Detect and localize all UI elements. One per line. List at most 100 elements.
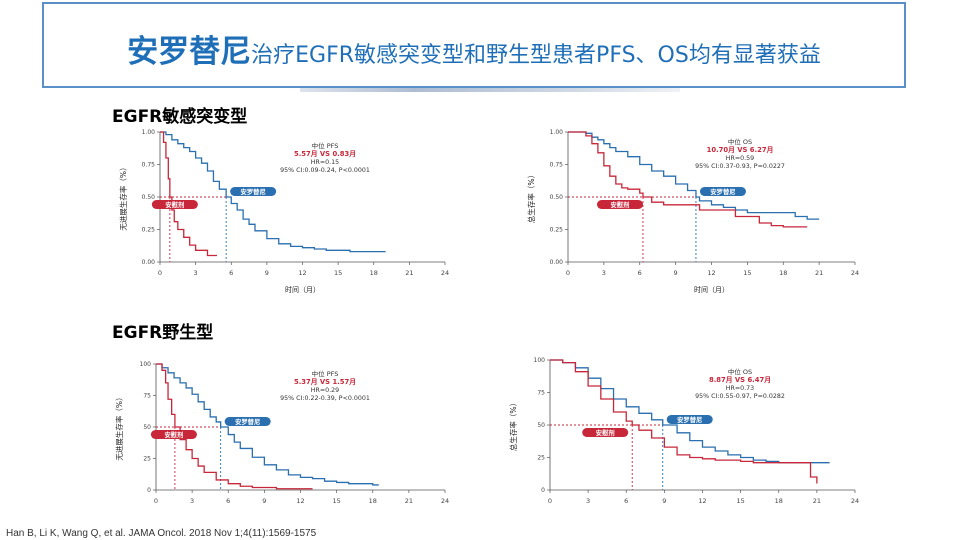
x-tick-label: 0 xyxy=(566,269,570,277)
x-tick-label: 9 xyxy=(265,269,269,277)
x-tick-label: 0 xyxy=(158,269,162,277)
y-tick-label: 50 xyxy=(143,424,151,431)
stat-highlight: 5.57月 VS 0.83月 xyxy=(294,150,356,158)
x-tick-label: 18 xyxy=(370,269,378,277)
series-label-badge xyxy=(596,200,643,209)
series-label: 安罗替尼 xyxy=(235,417,260,426)
stat-line: HR=0.59 xyxy=(726,155,754,162)
x-tick-label: 21 xyxy=(405,497,413,505)
stat-title: 中位 OS xyxy=(728,367,752,376)
y-tick-label: 0.00 xyxy=(142,259,156,266)
stat-title: 中位 PFS xyxy=(312,369,339,378)
title-underline-decoration xyxy=(300,88,680,92)
y-tick-label: 0.25 xyxy=(550,227,564,234)
stat-line: HR=0.29 xyxy=(311,387,339,394)
km-plot-mutant-pfs: 0 3 6 9 12 15 18 21 24 0.00 0.25 0.50 0.75 1.00 无进展生存率… xyxy=(118,129,449,294)
series-label: 安慰剂 xyxy=(596,428,615,437)
km-curve-anlotinib xyxy=(160,131,386,253)
x-tick-label: 9 xyxy=(674,269,678,277)
stat-line: 95% CI:0.55-0.97, P=0.0282 xyxy=(695,393,785,400)
title-subtitle: 治疗EGFR敏感突变型和野生型患者PFS、OS均有显著获益 xyxy=(251,43,821,68)
x-tick-label: 6 xyxy=(624,497,628,505)
series-label: 安慰剂 xyxy=(164,430,183,439)
stat-line: 95% CI:0.22-0.39, P<0.0001 xyxy=(280,395,370,402)
series-label: 安罗替尼 xyxy=(241,187,266,196)
x-tick-label: 24 xyxy=(851,497,859,505)
y-tick-label: 0.50 xyxy=(550,194,564,201)
y-axis-label: 总生存率（%） xyxy=(508,399,518,451)
x-tick-label: 18 xyxy=(779,269,787,277)
x-tick-label: 0 xyxy=(154,497,158,505)
y-tick-label: 75 xyxy=(537,390,545,397)
x-axis-label: 时间（月） xyxy=(285,285,320,294)
km-curve-anlotinib xyxy=(550,359,830,464)
series-label-badge xyxy=(582,428,629,437)
x-tick-label: 3 xyxy=(602,269,606,277)
series-label-badge xyxy=(230,187,277,196)
stat-line: HR=0.15 xyxy=(311,159,339,166)
y-tick-label: 0.75 xyxy=(550,162,564,169)
km-curve-placebo xyxy=(550,359,818,484)
x-tick-label: 6 xyxy=(226,497,230,505)
slide-title-box: 安罗替尼治疗EGFR敏感突变型和野生型患者PFS、OS均有显著获益 xyxy=(42,2,906,88)
x-tick-label: 18 xyxy=(369,497,377,505)
slide-title: 安罗替尼治疗EGFR敏感突变型和野生型患者PFS、OS均有显著获益 xyxy=(44,26,904,71)
section-label-mutant: EGFR敏感突变型 xyxy=(112,107,248,127)
y-axis-label: 总生存率（%） xyxy=(526,171,536,223)
x-tick-label: 24 xyxy=(851,269,859,277)
series-label: 安罗替尼 xyxy=(677,415,702,424)
series-label: 安罗替尼 xyxy=(710,187,735,196)
x-tick-label: 3 xyxy=(190,497,194,505)
y-tick-label: 0.50 xyxy=(142,194,156,201)
series-label-badge xyxy=(150,430,197,439)
x-tick-label: 3 xyxy=(586,497,590,505)
km-curve-anlotinib xyxy=(568,131,820,220)
stat-line: HR=0.73 xyxy=(726,385,754,392)
y-tick-label: 50 xyxy=(537,422,545,429)
series-label-badge xyxy=(224,417,271,426)
citation-reference: Han B, Li K, Wang Q, et al. JAMA Oncol. … xyxy=(6,528,317,539)
x-tick-label: 21 xyxy=(405,269,413,277)
stat-title: 中位 PFS xyxy=(312,141,339,150)
y-axis-label: 无进展生存率（%） xyxy=(114,393,124,460)
x-tick-label: 15 xyxy=(334,269,342,277)
x-tick-label: 12 xyxy=(707,269,715,277)
stat-line: 95% CI:0.37-0.93, P=0.0227 xyxy=(695,163,785,170)
x-tick-label: 12 xyxy=(698,497,706,505)
x-tick-label: 12 xyxy=(298,269,306,277)
y-tick-label: 75 xyxy=(143,393,151,400)
x-tick-label: 18 xyxy=(775,497,783,505)
stat-highlight: 10.70月 VS 6.27月 xyxy=(707,146,774,154)
km-curve-placebo xyxy=(156,363,313,490)
x-tick-label: 21 xyxy=(815,269,823,277)
y-tick-label: 100 xyxy=(534,357,546,364)
series-label: 安慰剂 xyxy=(165,200,184,209)
km-curve-anlotinib xyxy=(156,363,379,486)
y-tick-label: 0.75 xyxy=(142,162,156,169)
y-tick-label: 100 xyxy=(140,361,152,368)
y-tick-label: 25 xyxy=(143,456,151,463)
km-plot-wildtype-pfs: 0 3 6 9 12 15 18 21 24 0 25 50 75 100 无进展生存率（%） 安罗替尼安慰剂… xyxy=(114,361,449,505)
km-curve-placebo xyxy=(160,131,217,257)
x-tick-label: 21 xyxy=(813,497,821,505)
x-tick-label: 15 xyxy=(743,269,751,277)
x-tick-label: 3 xyxy=(194,269,198,277)
y-tick-label: 0.00 xyxy=(550,259,564,266)
x-tick-label: 12 xyxy=(296,497,304,505)
series-label-badge xyxy=(666,415,713,424)
x-tick-label: 6 xyxy=(229,269,233,277)
title-drug-name: 安罗替尼 xyxy=(127,34,252,70)
x-tick-label: 15 xyxy=(332,497,340,505)
x-tick-label: 6 xyxy=(638,269,642,277)
y-tick-label: 0.25 xyxy=(142,227,156,234)
x-tick-label: 9 xyxy=(662,497,666,505)
x-tick-label: 24 xyxy=(441,497,449,505)
series-label-badge xyxy=(151,200,198,209)
y-tick-label: 0 xyxy=(147,487,151,494)
y-tick-label: 0 xyxy=(541,487,545,494)
section-label-wildtype: EGFR野生型 xyxy=(112,323,214,343)
km-plot-mutant-os: 0 3 6 9 12 15 18 21 24 0.00 0.25 0.50 0.75 1.00 总生存率（%… xyxy=(526,129,859,294)
y-tick-label: 1.00 xyxy=(142,129,156,136)
x-tick-label: 15 xyxy=(736,497,744,505)
